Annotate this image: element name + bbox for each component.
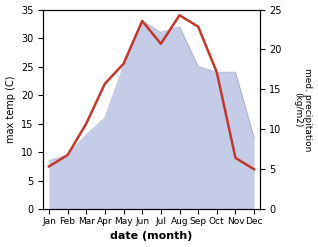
X-axis label: date (month): date (month) xyxy=(110,231,193,242)
Y-axis label: med. precipitation
(kg/m2): med. precipitation (kg/m2) xyxy=(293,68,313,151)
Y-axis label: max temp (C): max temp (C) xyxy=(5,76,16,143)
